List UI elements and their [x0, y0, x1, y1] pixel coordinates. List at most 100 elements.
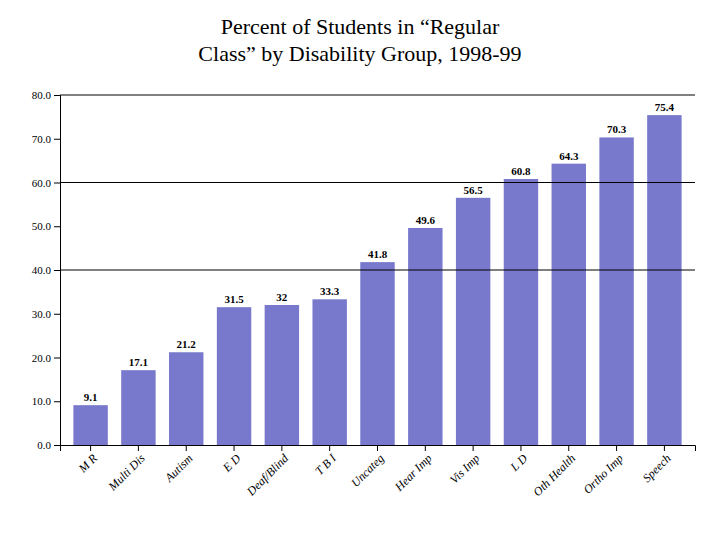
bar [647, 115, 681, 445]
x-axis: M RMulti Dis Autism E DDeaf/Blind T B I Unca… [61, 445, 696, 499]
bar [265, 305, 299, 445]
y-tick-label: 60.0 [32, 177, 52, 189]
y-tick-mark [54, 183, 60, 184]
data-label: 49.6 [416, 214, 436, 226]
y-tick-mark [54, 139, 60, 140]
y-tick-mark [54, 314, 60, 315]
y-tick-mark [54, 445, 60, 446]
x-tick: Vis Imp [447, 445, 482, 487]
x-tick: Autism [161, 445, 195, 485]
data-label: 21.2 [177, 338, 197, 350]
y-tick: 30.0 [32, 308, 60, 320]
x-tick-mark [473, 445, 474, 451]
data-label: 60.8 [511, 165, 531, 177]
x-tick-label: Vis Imp [447, 451, 482, 486]
y-tick: 20.0 [32, 352, 60, 364]
y-tick-label: 70.0 [32, 133, 52, 145]
x-tick-mark [281, 445, 282, 451]
data-label: 75.4 [655, 101, 675, 113]
bar [599, 137, 633, 445]
x-tick-mark [90, 445, 91, 451]
y-tick-label: 20.0 [32, 352, 52, 364]
data-label: 9.1 [84, 391, 98, 403]
y-tick-label: 0.0 [37, 439, 51, 451]
x-tick-mark [234, 445, 235, 451]
data-label: 41.8 [368, 248, 388, 260]
x-tick: Ortho Imp [580, 445, 625, 497]
data-labels: 9.1 17.1 21.2 31.5 32 33.3 41.8 49.6 56.5 60.8 64.… [84, 101, 675, 403]
x-tick: E D [219, 445, 243, 475]
data-label: 33.3 [320, 285, 340, 297]
y-tick-mark [54, 270, 60, 271]
y-tick-label: 10.0 [32, 395, 52, 407]
bar [360, 262, 394, 445]
y-tick-label: 80.0 [32, 89, 52, 101]
data-label: 56.5 [464, 184, 484, 196]
y-tick-label: 40.0 [32, 264, 52, 276]
y-tick: 0.0 [37, 439, 60, 451]
data-label: 64.3 [559, 150, 579, 162]
marks [60, 95, 695, 445]
data-label: 31.5 [224, 293, 244, 305]
x-tick-mark [425, 445, 426, 451]
x-tick-label: M R [75, 451, 100, 476]
y-tick: 60.0 [32, 177, 60, 189]
y-tick: 70.0 [32, 133, 60, 145]
bar [312, 299, 346, 445]
x-tick-mark [377, 445, 378, 451]
data-label: 32 [276, 291, 288, 303]
x-tick: Speech [640, 445, 674, 485]
x-tick-mark [520, 445, 521, 451]
bar [169, 352, 203, 445]
y-tick-mark [54, 226, 60, 227]
y-tick: 50.0 [32, 220, 60, 232]
y-axis-line [54, 96, 61, 446]
y-tick-mark [54, 358, 60, 359]
x-tick-label: Multi Dis [105, 451, 148, 494]
plot: 0.0 10.0 20.0 30.0 40.0 50.0 60.0 70.0 80.0 M RMu… [32, 89, 696, 499]
x-axis-line [61, 446, 696, 452]
x-tick-label: Ortho Imp [580, 451, 625, 496]
x-tick-label: T B I [312, 451, 339, 478]
x-tick-label: E D [219, 451, 243, 475]
bar [73, 405, 107, 445]
x-tick: Hear Imp [391, 445, 434, 495]
bar [552, 164, 586, 445]
x-tick-mark [138, 445, 139, 451]
y-tick: 40.0 [32, 264, 60, 276]
x-tick: Deaf/Blind [243, 445, 292, 499]
x-tick: Oth Health [530, 445, 578, 499]
bar [408, 228, 442, 445]
bar [217, 307, 251, 445]
x-tick-label: L D [507, 451, 531, 475]
x-tick-mark [568, 445, 569, 451]
x-tick-label: Hear Imp [391, 451, 434, 494]
data-label: 70.3 [607, 123, 627, 135]
y-tick: 10.0 [32, 395, 60, 407]
x-tick: Multi Dis [105, 445, 148, 494]
x-tick-label: Autism [161, 451, 195, 485]
x-tick: M R [75, 445, 100, 476]
y-tick-label: 50.0 [32, 220, 52, 232]
x-tick-mark [664, 445, 665, 451]
x-tick-mark [186, 445, 187, 451]
title: Percent of Students in “RegularClass” by… [198, 14, 521, 66]
x-tick: Uncateg [348, 445, 387, 490]
y-tick-mark [54, 401, 60, 402]
bar [504, 179, 538, 445]
y-tick-mark [54, 95, 60, 96]
x-tick-label: Oth Health [530, 451, 578, 499]
reference-line [60, 95, 695, 96]
x-tick-label: Speech [640, 451, 674, 485]
x-tick-label: Uncateg [348, 451, 387, 490]
x-tick-mark [616, 445, 617, 451]
reference-line [60, 270, 695, 271]
bar [456, 198, 490, 445]
data-label: 17.1 [129, 356, 148, 368]
x-tick-mark [329, 445, 330, 451]
y-tick-label: 30.0 [32, 308, 52, 320]
x-tick-label: Deaf/Blind [243, 451, 292, 500]
y-tick: 80.0 [32, 89, 60, 101]
y-axis: 0.0 10.0 20.0 30.0 40.0 50.0 60.0 70.0 80.0 [32, 89, 61, 451]
x-tick: T B I [312, 445, 339, 478]
